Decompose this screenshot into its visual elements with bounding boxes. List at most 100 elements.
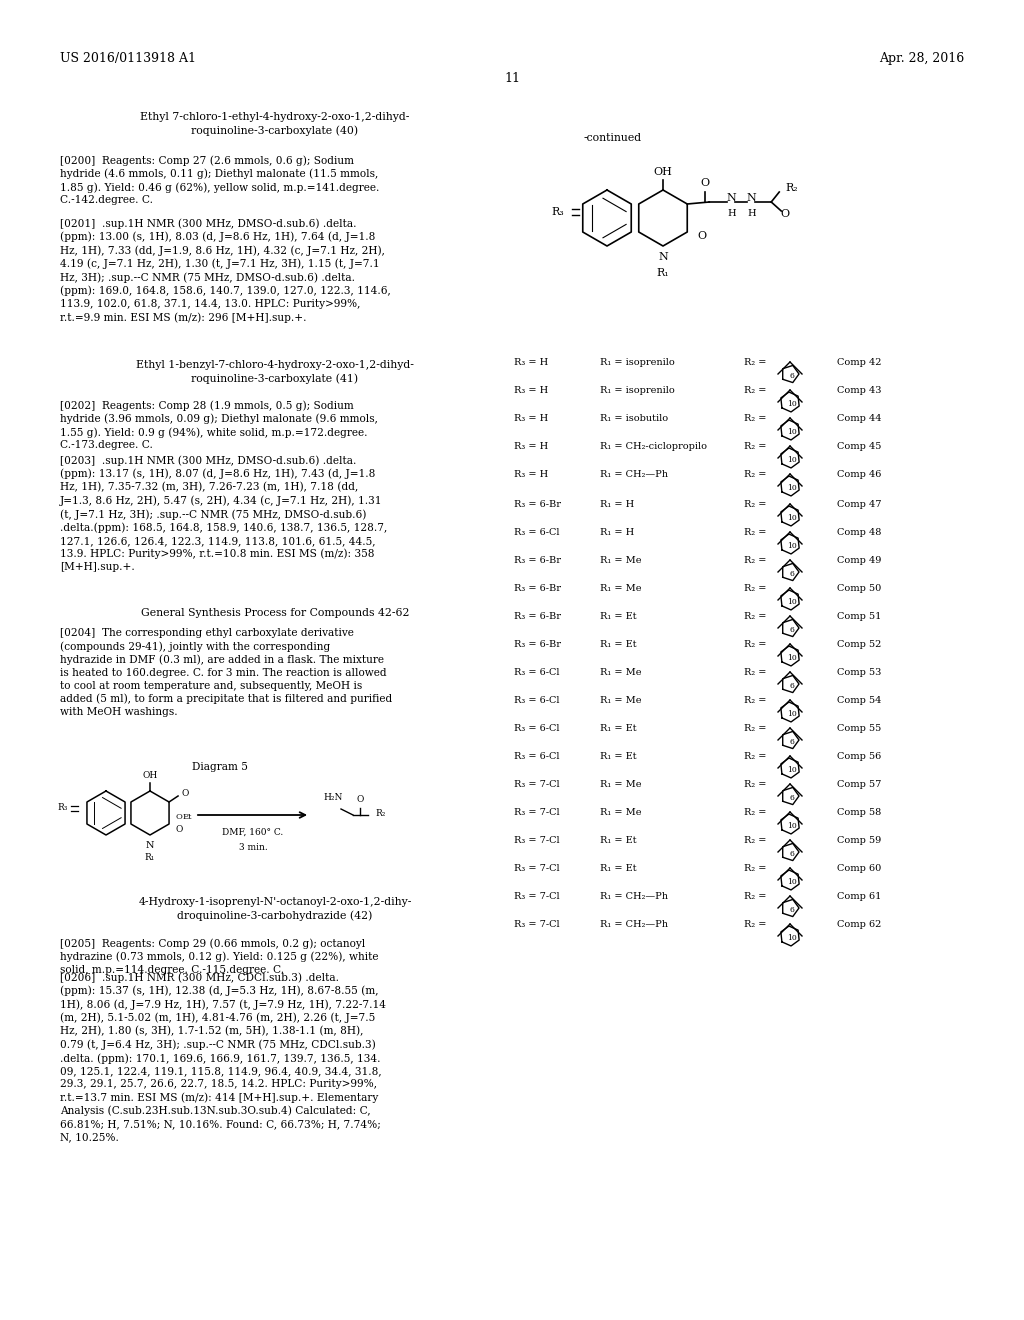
Text: O: O [175, 813, 182, 821]
Text: Comp 54: Comp 54 [837, 696, 882, 705]
Text: [0202]  Reagents: Comp 28 (1.9 mmols, 0.5 g); Sodium
hydride (3.96 mmols, 0.09 g: [0202] Reagents: Comp 28 (1.9 mmols, 0.5… [60, 400, 378, 450]
Text: R₁: R₁ [656, 268, 670, 279]
Text: O: O [697, 231, 707, 242]
Text: R₂: R₂ [375, 808, 385, 817]
Text: 10: 10 [787, 400, 797, 408]
Text: R₂ =: R₂ = [744, 808, 766, 817]
Text: R₃ = 6-Br: R₃ = 6-Br [514, 500, 561, 510]
Text: R₃: R₃ [57, 804, 68, 813]
Text: R₂ =: R₂ = [744, 385, 766, 395]
Text: General Synthesis Process for Compounds 42-62: General Synthesis Process for Compounds … [140, 609, 410, 618]
Text: Comp 52: Comp 52 [837, 640, 882, 649]
Text: R₂ =: R₂ = [744, 696, 766, 705]
Text: 10: 10 [787, 935, 797, 942]
Text: O: O [175, 825, 182, 834]
Text: N: N [746, 193, 756, 203]
Text: R₁ = Me: R₁ = Me [600, 696, 641, 705]
Text: R₁ = CH₂—Ph: R₁ = CH₂—Ph [600, 892, 668, 902]
Text: R₃ = H: R₃ = H [514, 442, 548, 451]
Text: Comp 55: Comp 55 [837, 723, 882, 733]
Text: -continued: -continued [584, 133, 642, 143]
Text: 6: 6 [790, 570, 795, 578]
Text: R₃ = 6-Cl: R₃ = 6-Cl [514, 752, 559, 762]
Text: R₁ = Me: R₁ = Me [600, 556, 641, 565]
Text: R₁ = Et: R₁ = Et [600, 640, 637, 649]
Text: 10: 10 [787, 513, 797, 521]
Text: R₁ = Me: R₁ = Me [600, 583, 641, 593]
Text: Comp 46: Comp 46 [837, 470, 882, 479]
Text: [0201]  .sup.1H NMR (300 MHz, DMSO-d.sub.6) .delta.
(ppm): 13.00 (s, 1H), 8.03 (: [0201] .sup.1H NMR (300 MHz, DMSO-d.sub.… [60, 218, 391, 322]
Text: 6: 6 [790, 795, 795, 803]
Text: O: O [181, 789, 188, 799]
Text: R₂ =: R₂ = [744, 442, 766, 451]
Text: R₁ = isobutilo: R₁ = isobutilo [600, 414, 668, 422]
Text: 6: 6 [790, 738, 795, 746]
Text: R₂ =: R₂ = [744, 640, 766, 649]
Text: R₃ = H: R₃ = H [514, 358, 548, 367]
Text: H₂N: H₂N [324, 793, 343, 803]
Text: [0206]  .sup.1H NMR (300 MHz, CDCl.sub.3) .delta.
(ppm): 15.37 (s, 1H), 12.38 (d: [0206] .sup.1H NMR (300 MHz, CDCl.sub.3)… [60, 972, 386, 1142]
Text: Comp 60: Comp 60 [837, 865, 882, 873]
Text: R₃ = 7-Cl: R₃ = 7-Cl [514, 780, 560, 789]
Text: 10: 10 [787, 455, 797, 465]
Text: Et: Et [183, 813, 193, 821]
Text: [0205]  Reagents: Comp 29 (0.66 mmols, 0.2 g); octanoyl
hydrazine (0.73 mmols, 0: [0205] Reagents: Comp 29 (0.66 mmols, 0.… [60, 939, 379, 975]
Text: 6: 6 [790, 626, 795, 634]
Text: 10: 10 [787, 653, 797, 663]
Text: 10: 10 [787, 598, 797, 606]
Text: R₂ =: R₂ = [744, 668, 766, 677]
Text: 3 min.: 3 min. [239, 843, 267, 851]
Text: Ethyl 7-chloro-1-ethyl-4-hydroxy-2-oxo-1,2-dihyd-
roquinoline-3-carboxylate (40): Ethyl 7-chloro-1-ethyl-4-hydroxy-2-oxo-1… [140, 112, 410, 136]
Text: R₂ =: R₂ = [744, 414, 766, 422]
Text: R₂ =: R₂ = [744, 583, 766, 593]
Text: Comp 45: Comp 45 [837, 442, 882, 451]
Text: R₂ =: R₂ = [744, 723, 766, 733]
Text: R₃: R₃ [551, 207, 564, 216]
Text: R₁ = Et: R₁ = Et [600, 865, 637, 873]
Text: R₃ = 7-Cl: R₃ = 7-Cl [514, 808, 560, 817]
Text: Comp 56: Comp 56 [837, 752, 882, 762]
Text: R₃ = 6-Br: R₃ = 6-Br [514, 556, 561, 565]
Text: 10: 10 [787, 822, 797, 830]
Text: Comp 51: Comp 51 [837, 612, 882, 620]
Text: R₁ = Et: R₁ = Et [600, 752, 637, 762]
Text: R₂ =: R₂ = [744, 892, 766, 902]
Text: R₃ = 6-Br: R₃ = 6-Br [514, 640, 561, 649]
Text: 10: 10 [787, 710, 797, 718]
Text: R₃ = H: R₃ = H [514, 385, 548, 395]
Text: R₂: R₂ [785, 183, 798, 193]
Text: R₁ = CH₂—Ph: R₁ = CH₂—Ph [600, 470, 668, 479]
Text: R₃ = 6-Br: R₃ = 6-Br [514, 612, 561, 620]
Text: R₃ = 6-Cl: R₃ = 6-Cl [514, 723, 559, 733]
Text: N: N [145, 841, 155, 850]
Text: Comp 59: Comp 59 [837, 836, 882, 845]
Text: Comp 48: Comp 48 [837, 528, 882, 537]
Text: Comp 47: Comp 47 [837, 500, 882, 510]
Text: 10: 10 [787, 878, 797, 886]
Text: O: O [780, 209, 790, 219]
Text: 6: 6 [790, 682, 795, 690]
Text: 11: 11 [504, 73, 520, 84]
Text: R₃ = 7-Cl: R₃ = 7-Cl [514, 920, 560, 929]
Text: US 2016/0113918 A1: US 2016/0113918 A1 [60, 51, 196, 65]
Text: R₁: R₁ [144, 853, 155, 862]
Text: R₁ = CH₂-ciclopropilo: R₁ = CH₂-ciclopropilo [600, 442, 707, 451]
Text: R₃ = 6-Cl: R₃ = 6-Cl [514, 696, 559, 705]
Text: Ethyl 1-benzyl-7-chloro-4-hydroxy-2-oxo-1,2-dihyd-
roquinoline-3-carboxylate (41: Ethyl 1-benzyl-7-chloro-4-hydroxy-2-oxo-… [136, 360, 414, 384]
Text: R₂ =: R₂ = [744, 556, 766, 565]
Text: Comp 57: Comp 57 [837, 780, 882, 789]
Text: H: H [727, 209, 735, 218]
Text: 10: 10 [787, 484, 797, 492]
Text: R₃ = 7-Cl: R₃ = 7-Cl [514, 892, 560, 902]
Text: N: N [726, 193, 736, 203]
Text: Diagram 5: Diagram 5 [193, 762, 248, 772]
Text: Comp 50: Comp 50 [837, 583, 882, 593]
Text: R₂ =: R₂ = [744, 836, 766, 845]
Text: R₁ = Et: R₁ = Et [600, 612, 637, 620]
Text: R₃ = H: R₃ = H [514, 414, 548, 422]
Text: O: O [356, 795, 364, 804]
Text: R₂ =: R₂ = [744, 358, 766, 367]
Text: R₁ = Me: R₁ = Me [600, 780, 641, 789]
Text: Comp 62: Comp 62 [837, 920, 882, 929]
Text: Comp 44: Comp 44 [837, 414, 882, 422]
